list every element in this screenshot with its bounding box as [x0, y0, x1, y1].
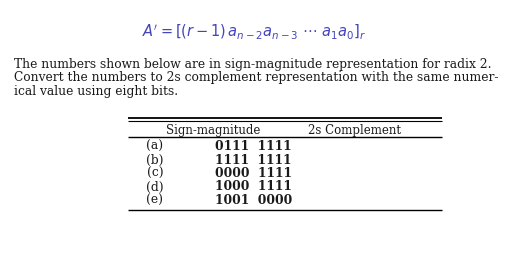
Text: 1000  1111: 1000 1111 — [215, 181, 292, 193]
Text: 1111  1111: 1111 1111 — [215, 153, 292, 167]
Text: $A^{\prime} = [(r-1)\,a_{n-2}a_{n-3}\ \cdots\ a_1a_0]_r$: $A^{\prime} = [(r-1)\,a_{n-2}a_{n-3}\ \c… — [143, 22, 366, 41]
Text: Convert the numbers to 2s complement representation with the same numer-: Convert the numbers to 2s complement rep… — [14, 72, 498, 85]
Text: ical value using eight bits.: ical value using eight bits. — [14, 85, 178, 98]
Text: The numbers shown below are in sign-magnitude representation for radix 2.: The numbers shown below are in sign-magn… — [14, 58, 492, 71]
Text: 2s Complement: 2s Complement — [308, 124, 402, 137]
Text: (e): (e) — [147, 194, 163, 207]
Text: (a): (a) — [147, 140, 163, 153]
Text: (c): (c) — [147, 167, 163, 180]
Text: 1001  0000: 1001 0000 — [215, 194, 292, 207]
Text: 0000  1111: 0000 1111 — [215, 167, 292, 180]
Text: (b): (b) — [146, 153, 164, 167]
Text: (d): (d) — [146, 181, 164, 193]
Text: Sign-magnitude: Sign-magnitude — [166, 124, 260, 137]
Text: 0111  1111: 0111 1111 — [215, 140, 292, 153]
